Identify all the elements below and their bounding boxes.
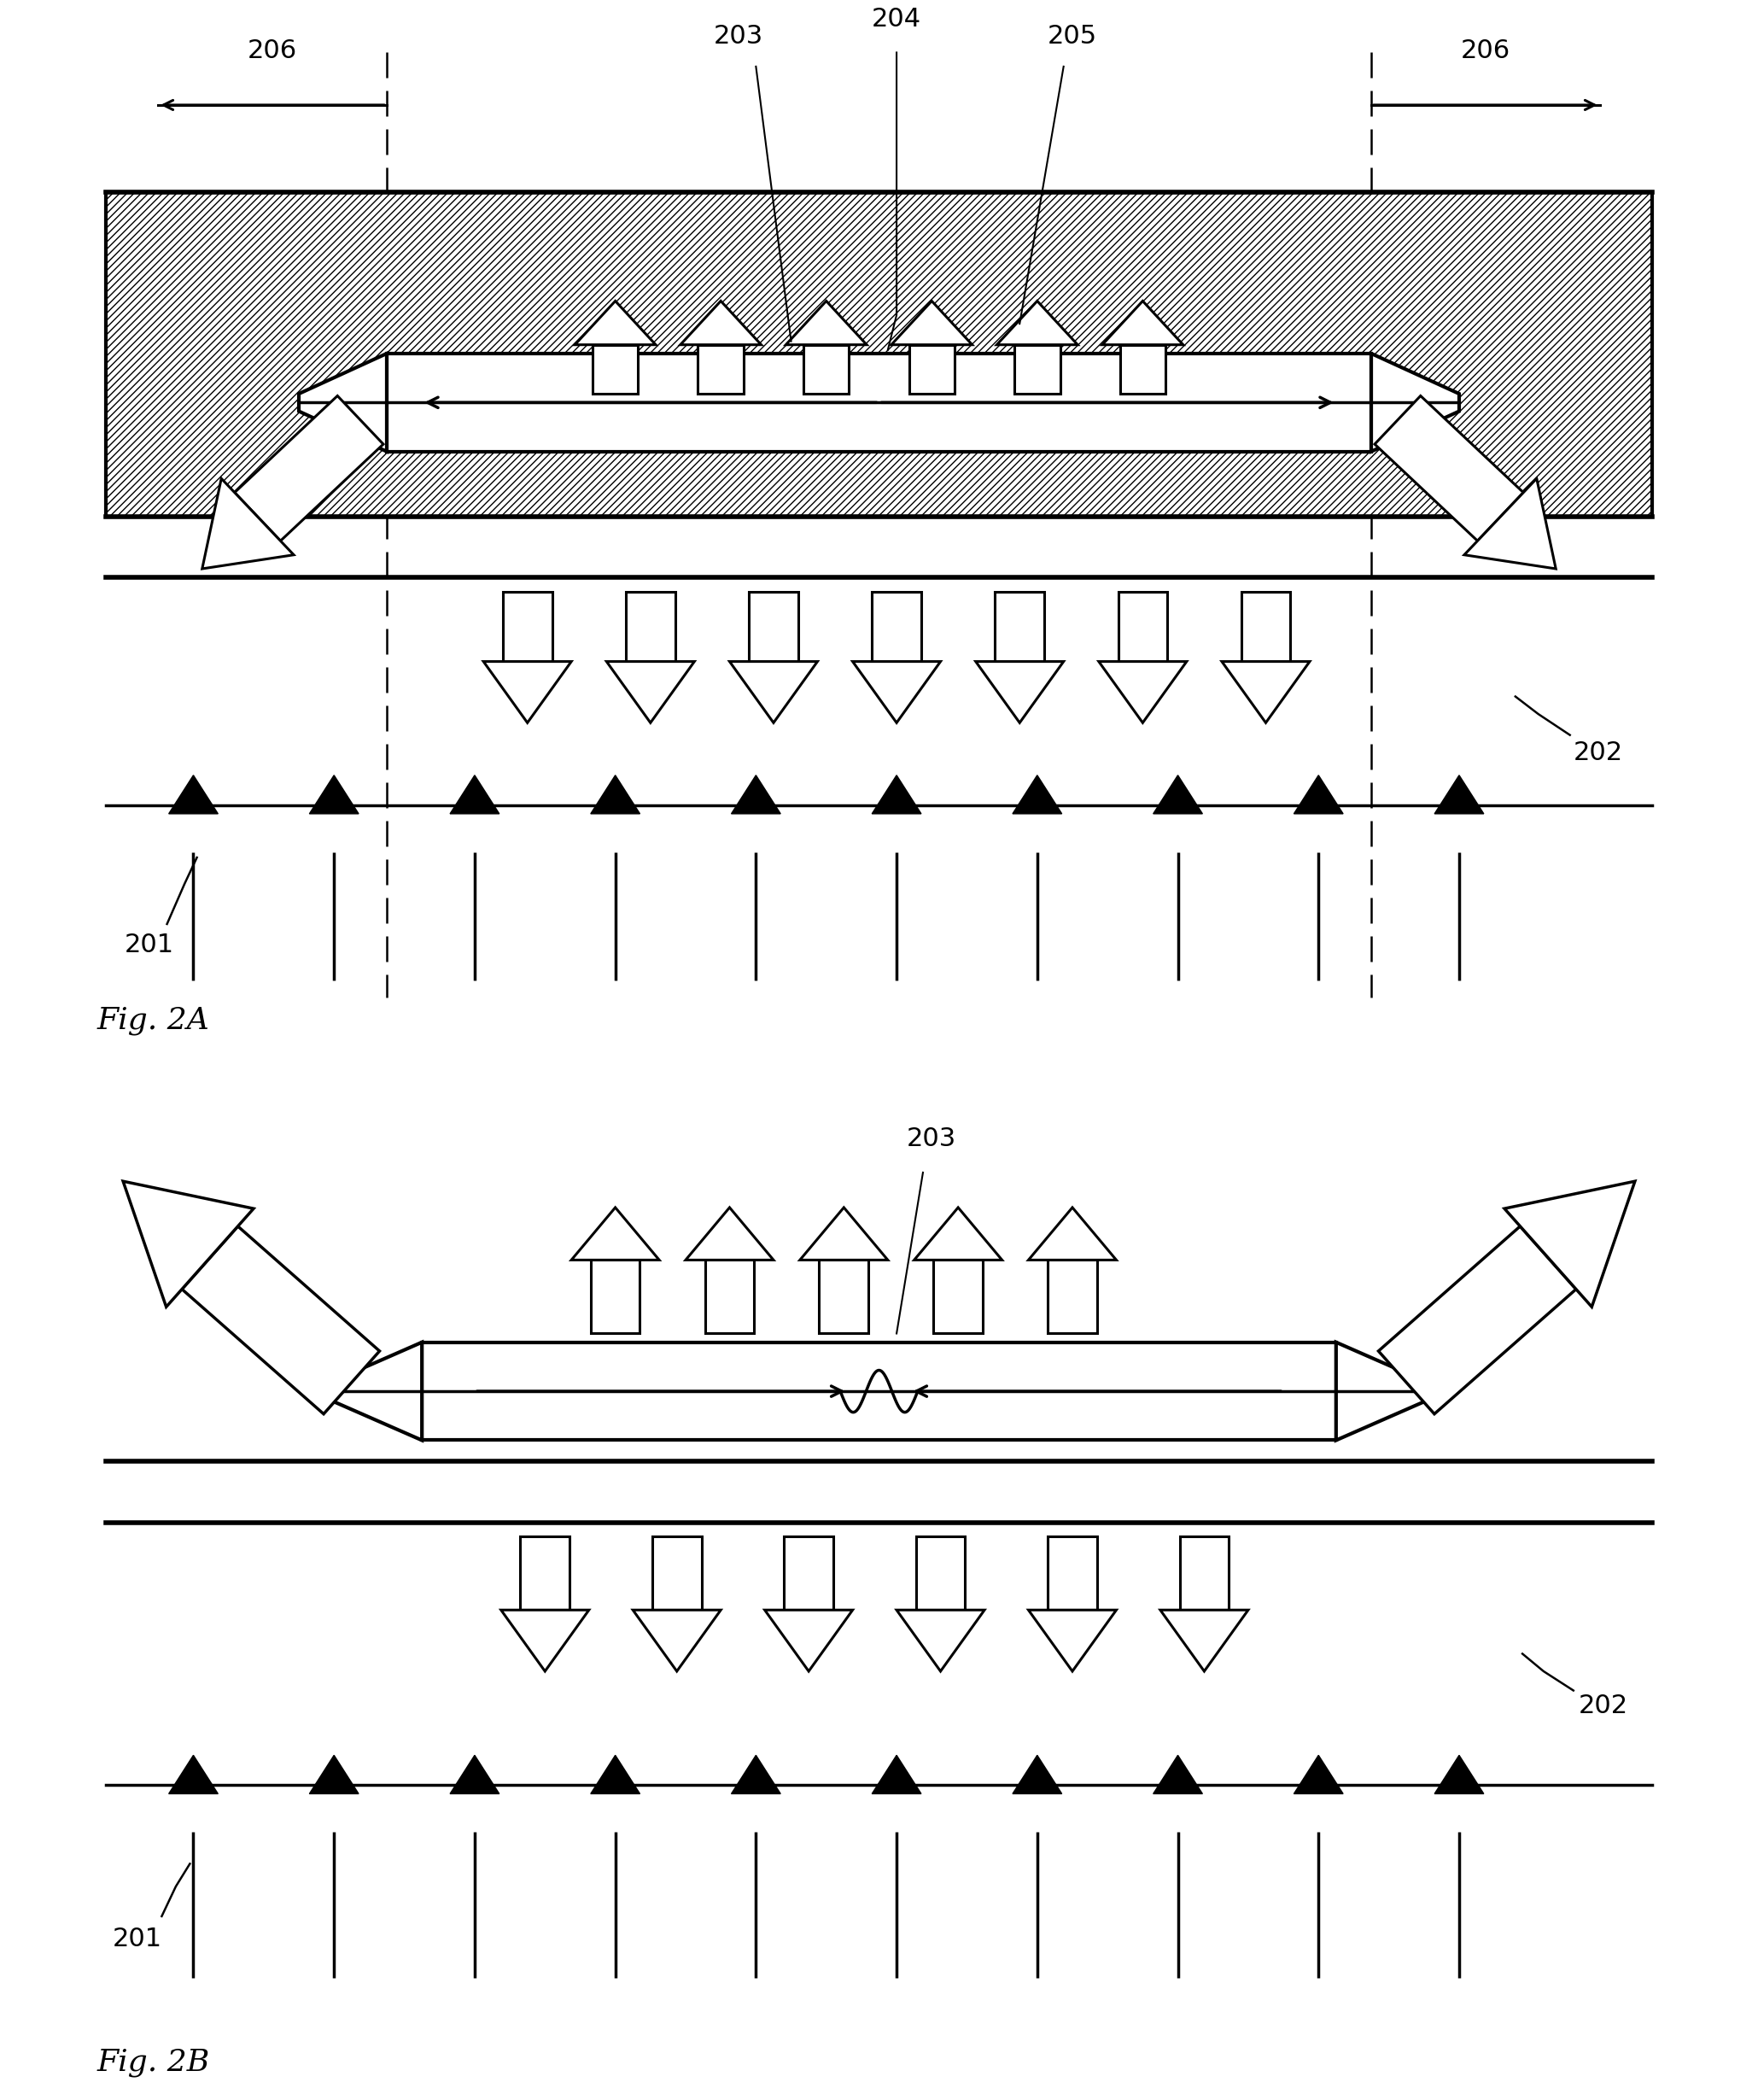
Polygon shape: [1153, 775, 1202, 815]
Polygon shape: [1028, 1208, 1116, 1260]
Polygon shape: [501, 1611, 589, 1672]
Polygon shape: [1102, 300, 1183, 344]
Polygon shape: [309, 775, 359, 815]
Polygon shape: [575, 300, 656, 344]
Polygon shape: [891, 300, 972, 344]
Polygon shape: [592, 344, 638, 395]
Polygon shape: [422, 1342, 1336, 1441]
Polygon shape: [1378, 1226, 1577, 1413]
Polygon shape: [169, 1756, 218, 1793]
Text: 206: 206: [1461, 38, 1510, 63]
Polygon shape: [309, 1756, 359, 1793]
Polygon shape: [1505, 1180, 1635, 1306]
Polygon shape: [1118, 592, 1167, 662]
Polygon shape: [705, 1260, 754, 1334]
Polygon shape: [686, 1208, 774, 1260]
Polygon shape: [299, 353, 387, 451]
Polygon shape: [819, 1260, 868, 1334]
Polygon shape: [591, 1260, 640, 1334]
Polygon shape: [652, 1537, 701, 1611]
Polygon shape: [698, 344, 744, 395]
Polygon shape: [933, 1260, 983, 1334]
Text: 206: 206: [248, 38, 297, 63]
Polygon shape: [1294, 775, 1343, 815]
Polygon shape: [1435, 1756, 1484, 1793]
Polygon shape: [1464, 479, 1556, 569]
Polygon shape: [997, 300, 1078, 344]
Polygon shape: [976, 662, 1064, 722]
Polygon shape: [626, 592, 675, 662]
Polygon shape: [784, 1537, 833, 1611]
Polygon shape: [591, 1756, 640, 1793]
Polygon shape: [872, 1756, 921, 1793]
Polygon shape: [234, 395, 383, 542]
Polygon shape: [1241, 592, 1290, 662]
Text: 202: 202: [1579, 1695, 1628, 1718]
Polygon shape: [1048, 1260, 1097, 1334]
Polygon shape: [334, 1342, 422, 1441]
Polygon shape: [1371, 353, 1459, 451]
Polygon shape: [1336, 1342, 1424, 1441]
Text: 204: 204: [872, 6, 921, 32]
Polygon shape: [853, 662, 941, 722]
Text: 205: 205: [1048, 25, 1097, 48]
Polygon shape: [387, 353, 1371, 451]
Text: Fig. 2A: Fig. 2A: [97, 1006, 209, 1035]
Text: 201: 201: [125, 932, 174, 958]
Polygon shape: [730, 662, 817, 722]
Polygon shape: [872, 775, 921, 815]
Polygon shape: [749, 592, 798, 662]
Polygon shape: [909, 344, 955, 395]
Polygon shape: [1153, 1756, 1202, 1793]
Polygon shape: [1375, 395, 1524, 542]
Polygon shape: [450, 1756, 499, 1793]
Polygon shape: [571, 1208, 659, 1260]
Polygon shape: [1099, 662, 1187, 722]
Polygon shape: [803, 344, 849, 395]
Polygon shape: [123, 1180, 253, 1306]
Polygon shape: [1160, 1611, 1248, 1672]
Polygon shape: [995, 592, 1044, 662]
Polygon shape: [202, 479, 294, 569]
Polygon shape: [633, 1611, 721, 1672]
Polygon shape: [1013, 1756, 1062, 1793]
Polygon shape: [916, 1537, 965, 1611]
Polygon shape: [169, 775, 218, 815]
Polygon shape: [181, 1226, 380, 1413]
Polygon shape: [483, 662, 571, 722]
Polygon shape: [1014, 344, 1060, 395]
Polygon shape: [607, 662, 694, 722]
Polygon shape: [1222, 662, 1310, 722]
Polygon shape: [731, 1756, 781, 1793]
Polygon shape: [800, 1208, 888, 1260]
Polygon shape: [680, 300, 761, 344]
Polygon shape: [503, 592, 552, 662]
Polygon shape: [1013, 775, 1062, 815]
Text: 202: 202: [1573, 739, 1623, 764]
Polygon shape: [872, 592, 921, 662]
Text: 203: 203: [714, 25, 763, 48]
Polygon shape: [914, 1208, 1002, 1260]
Polygon shape: [1048, 1537, 1097, 1611]
Text: 203: 203: [907, 1128, 956, 1151]
Text: 201: 201: [113, 1926, 162, 1951]
Bar: [105, 193, 1653, 517]
Polygon shape: [731, 775, 781, 815]
Polygon shape: [765, 1611, 853, 1672]
Polygon shape: [1028, 1611, 1116, 1672]
Polygon shape: [1435, 775, 1484, 815]
Polygon shape: [520, 1537, 570, 1611]
Polygon shape: [786, 300, 867, 344]
Text: Fig. 2B: Fig. 2B: [97, 2048, 209, 2077]
Polygon shape: [1120, 344, 1166, 395]
Polygon shape: [897, 1611, 984, 1672]
Polygon shape: [1294, 1756, 1343, 1793]
Polygon shape: [450, 775, 499, 815]
Polygon shape: [591, 775, 640, 815]
Polygon shape: [1180, 1537, 1229, 1611]
